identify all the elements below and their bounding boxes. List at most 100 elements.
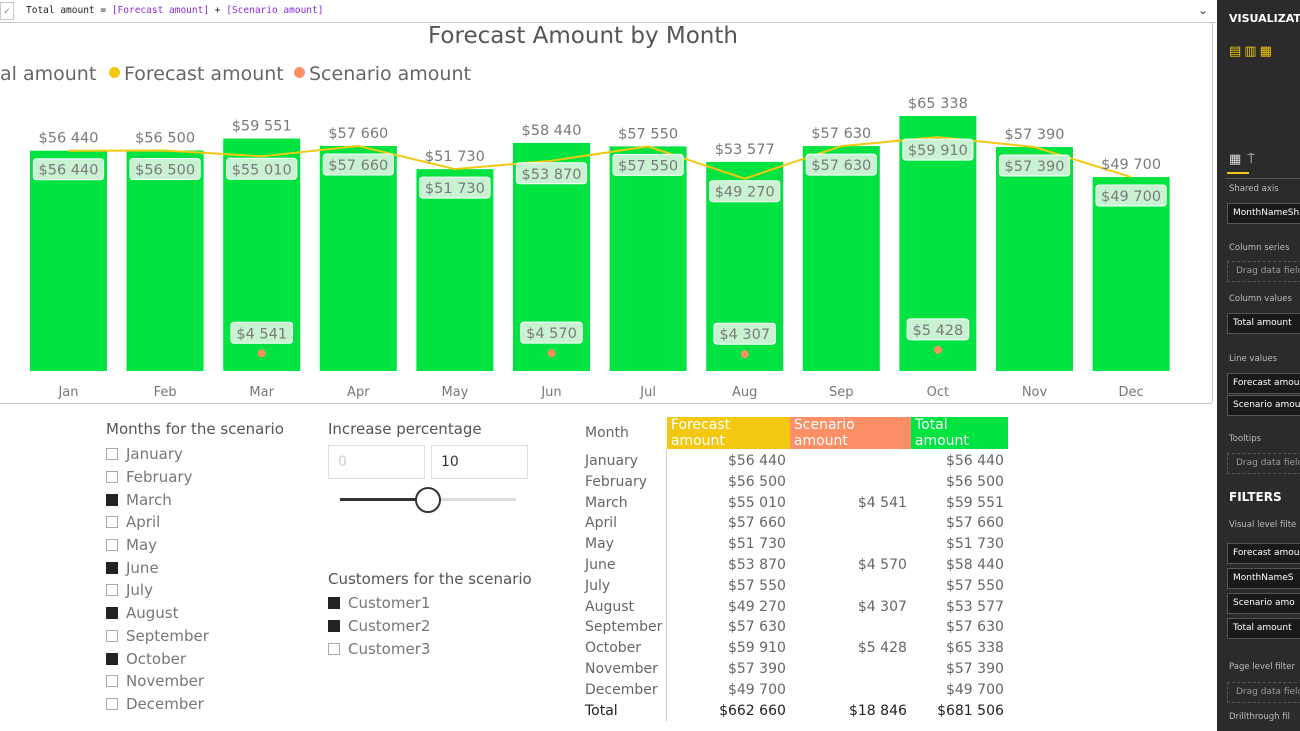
column-bar[interactable] [609, 146, 687, 371]
checkbox-icon[interactable] [106, 584, 118, 597]
column-bar[interactable] [996, 147, 1073, 371]
table-cell: October [581, 638, 668, 659]
scenario-point[interactable] [257, 349, 266, 358]
checkbox-icon[interactable] [106, 448, 118, 461]
pane-tab-icons[interactable]: ▦⍑ [1229, 152, 1262, 167]
customer-option[interactable]: Customer3 [328, 637, 430, 660]
checkbox-icon[interactable] [106, 675, 118, 688]
month-option[interactable]: May [106, 534, 209, 557]
table-cell [790, 449, 911, 472]
tooltips-label: Tooltips [1229, 434, 1262, 444]
month-option[interactable]: January [106, 443, 209, 466]
column-bar[interactable] [30, 150, 107, 371]
column-bar[interactable] [802, 146, 880, 371]
line-values-field-scenario[interactable]: Scenario amou [1227, 395, 1300, 416]
total-data-label: $57 390 [1005, 127, 1065, 143]
scenario-point[interactable] [740, 350, 749, 359]
month-option[interactable]: July [106, 579, 209, 602]
chevron-down-icon[interactable]: ⌄ [1198, 3, 1209, 17]
checkbox-icon[interactable] [328, 620, 340, 633]
shared-axis-field[interactable]: MonthNameSh [1227, 203, 1300, 224]
checkbox-icon[interactable] [106, 697, 118, 710]
scenario-data-label-box [906, 318, 970, 341]
table-cell: November [581, 658, 668, 680]
table-row: March $55 010 $4 541 $59 551 [581, 492, 1008, 514]
table-cell: $65 338 [945, 640, 1004, 657]
column-values-field[interactable]: Total amount [1227, 313, 1300, 334]
shared-axis-label: Shared axis [1229, 184, 1279, 194]
legend-item-forecast[interactable]: Forecast amount [109, 63, 284, 85]
table-total-cell: $662 660 [719, 702, 786, 719]
slider-thumb[interactable] [415, 487, 441, 513]
checkbox-icon[interactable] [106, 561, 118, 574]
column-header-total[interactable]: Total amount [910, 417, 1008, 449]
month-option[interactable]: March [106, 488, 209, 511]
formula-bar[interactable]: ✓ Total amount = [Forecast amount] + [Sc… [0, 0, 1216, 23]
forecast-data-label-text: $49 700 [1101, 189, 1161, 205]
checkbox-icon[interactable] [106, 629, 118, 642]
column-header-forecast[interactable]: Forecast amount [666, 417, 790, 449]
checkbox-icon[interactable] [328, 597, 340, 610]
visualizations-header[interactable]: VISUALIZAT [1229, 12, 1300, 25]
table-cell: $56 440 [945, 453, 1004, 469]
formula-text[interactable]: Total amount = [Forecast amount] + [Scen… [26, 5, 323, 16]
month-option[interactable]: February [106, 466, 209, 489]
checkbox-icon[interactable] [106, 652, 118, 665]
column-header-month[interactable]: Month [581, 417, 667, 449]
column-bar[interactable] [319, 145, 397, 371]
page-filters-drop[interactable]: Drag data field [1227, 682, 1300, 703]
side-pane: VISUALIZAT ▤▥▦ ▦⍑ Shared axis MonthNameS… [1217, 0, 1300, 731]
checkbox-icon[interactable] [106, 539, 118, 552]
table-row: April $57 660 $57 660 [581, 513, 1008, 535]
month-option[interactable]: October [106, 647, 209, 670]
legend-item-total[interactable]: al amount [0, 63, 96, 85]
column-bar[interactable] [126, 150, 204, 371]
column-series-drop[interactable]: Drag data field [1227, 261, 1300, 282]
month-option[interactable]: September [106, 625, 209, 648]
customer-option[interactable]: Customer1 [328, 592, 430, 615]
tooltips-drop[interactable]: Drag data field [1227, 453, 1300, 474]
months-slicer[interactable]: January February March April May June July Augu… [106, 443, 209, 715]
x-tick-label: Feb [154, 385, 177, 400]
filter-month-name[interactable]: MonthNameS [1227, 568, 1300, 589]
range-max-input[interactable]: 10 [431, 445, 528, 479]
filter-scenario[interactable]: Scenario amo [1227, 593, 1300, 614]
legend-item-scenario[interactable]: Scenario amount [294, 63, 471, 85]
range-min-input[interactable]: 0 [328, 445, 425, 479]
month-option[interactable]: April [106, 511, 209, 534]
month-option[interactable]: December [106, 693, 209, 716]
table-cell [790, 617, 911, 638]
checkbox-icon[interactable] [106, 516, 118, 529]
visual-type-icons[interactable]: ▤▥▦ [1229, 44, 1275, 59]
table-cell: $5 428 [857, 640, 907, 657]
month-option[interactable]: August [106, 602, 209, 625]
column-series-label: Column series [1229, 243, 1290, 253]
table-cell [790, 576, 911, 597]
slider-fill [340, 498, 428, 501]
column-bar[interactable] [416, 169, 494, 371]
customers-slicer[interactable]: Customer1 Customer2 Customer3 [328, 592, 430, 660]
customer-option[interactable]: Customer2 [328, 615, 430, 638]
scenario-data-label-text: $5 428 [913, 323, 964, 339]
table-cell: $4 570 [857, 556, 907, 573]
checkbox-icon[interactable] [106, 493, 118, 506]
commit-check-icon[interactable]: ✓ [0, 2, 14, 20]
month-option-label: November [126, 672, 205, 691]
filter-forecast[interactable]: Forecast amou [1227, 543, 1300, 564]
table-cell: $57 390 [945, 660, 1004, 677]
scenario-point[interactable] [547, 349, 556, 358]
scenario-point[interactable] [933, 345, 942, 354]
column-header-scenario[interactable]: Scenario amount [789, 417, 911, 449]
total-data-label: $57 660 [328, 126, 388, 142]
combo-chart[interactable]: Forecast Amount by Month al amount Forec… [0, 23, 1212, 403]
scenario-data-label: $4 307 [713, 322, 777, 345]
filter-total[interactable]: Total amount [1227, 618, 1300, 639]
forecast-data-label-text: $55 010 [232, 162, 292, 178]
month-option[interactable]: November [106, 670, 209, 693]
checkbox-icon[interactable] [106, 607, 118, 620]
line-values-field-forecast[interactable]: Forecast amou [1227, 373, 1300, 394]
checkbox-icon[interactable] [106, 471, 118, 484]
month-option[interactable]: June [106, 556, 209, 579]
checkbox-icon[interactable] [328, 642, 340, 655]
column-bar[interactable] [1092, 177, 1170, 371]
